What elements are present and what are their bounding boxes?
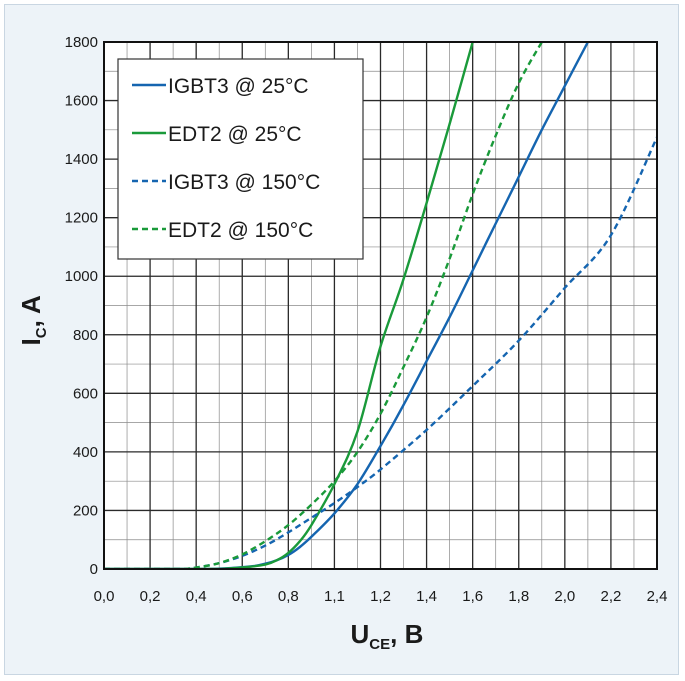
y-tick-label: 0 [90, 561, 98, 578]
y-tick-label: 1800 [65, 34, 98, 51]
x-axis-title-sub: CE [369, 636, 390, 653]
x-tick-label: 0,4 [186, 588, 207, 605]
x-tick-label: 1,1 [324, 588, 345, 605]
legend-label-2: IGBT3 @ 150°C [168, 171, 320, 194]
legend: IGBT3 @ 25°C EDT2 @ 25°C IGBT3 @ 150°C EDT2… [117, 58, 364, 260]
legend-box [117, 58, 364, 260]
y-tick-label: 600 [73, 385, 98, 402]
y-tick-label: 400 [73, 444, 98, 461]
x-axis-title: UCE, B [351, 619, 424, 653]
series-layer [104, 42, 657, 569]
x-tick-label: 0,0 [94, 588, 115, 605]
plot-border [103, 41, 658, 570]
x-tick-label: 1,2 [370, 588, 391, 605]
x-tick-label: 1,4 [416, 588, 437, 605]
y-axis-title-sub: C [33, 327, 50, 338]
x-tick-label: 1,8 [508, 588, 529, 605]
x-axis-title-main: U [351, 619, 370, 649]
y-tick-label: 1400 [65, 151, 98, 168]
x-axis-title-unit: , B [390, 619, 423, 649]
x-tick-label: 2,2 [600, 588, 621, 605]
y-tick-label: 1000 [65, 268, 98, 285]
y-axis-title-unit: , A [16, 295, 46, 327]
series-line-1 [104, 42, 474, 569]
x-tick-labels: 0,0 0,2 0,4 0,6 0,8 1,1 1,2 1,4 1,6 1,8 2,0 2,2 2,4 [94, 588, 668, 605]
y-tick-label: 200 [73, 502, 98, 519]
y-tick-labels: 0 200 400 600 800 1000 1200 1400 1600 1800 [65, 34, 98, 578]
x-tick-label: 1,6 [462, 588, 483, 605]
x-tick-label: 2,0 [554, 588, 575, 605]
y-axis-title: IC, A [16, 295, 50, 346]
y-axis-title-main: I [16, 338, 46, 345]
x-tick-label: 0,6 [232, 588, 253, 605]
x-tick-label: 2,4 [647, 588, 668, 605]
legend-label-3: EDT2 @ 150°C [168, 219, 313, 242]
y-tick-label: 800 [73, 327, 98, 344]
y-tick-label: 1600 [65, 93, 98, 110]
series-line-2 [104, 136, 657, 569]
x-tick-label: 0,8 [278, 588, 299, 605]
series-line-3 [104, 42, 543, 569]
x-tick-label: 0,2 [140, 588, 161, 605]
legend-label-0: IGBT3 @ 25°C [168, 75, 309, 98]
y-tick-label: 1200 [65, 210, 98, 227]
legend-label-1: EDT2 @ 25°C [168, 123, 302, 146]
